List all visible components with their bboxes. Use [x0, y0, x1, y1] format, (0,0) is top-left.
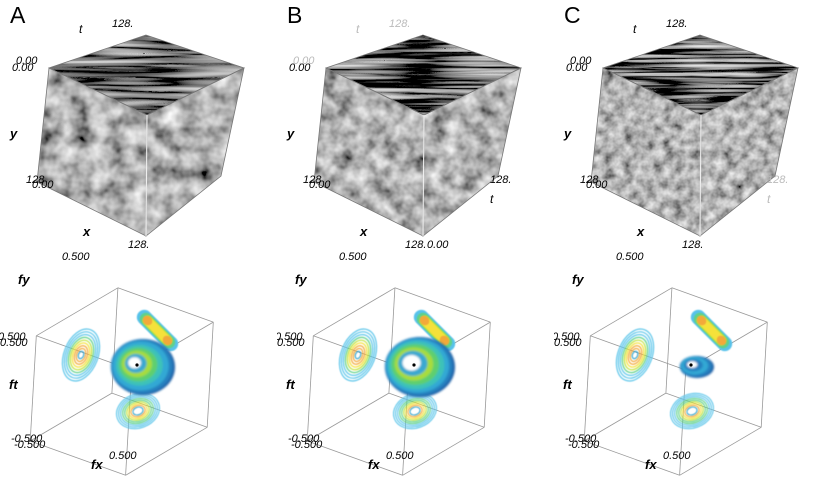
svg-text:128.: 128.: [767, 174, 788, 186]
svg-text:fx: fx: [645, 457, 657, 472]
svg-text:128.: 128.: [389, 18, 410, 30]
svg-text:0.500: 0.500: [386, 450, 414, 462]
svg-text:128.: 128.: [490, 174, 511, 186]
svg-text:128.: 128.: [405, 239, 426, 250]
svg-text:ft: ft: [563, 377, 572, 392]
svg-text:x: x: [82, 224, 91, 239]
svg-text:128.: 128.: [682, 239, 703, 250]
svg-text:fy: fy: [18, 272, 30, 287]
svg-text:y: y: [563, 126, 572, 141]
svg-text:t: t: [767, 192, 771, 206]
svg-text:t: t: [79, 22, 83, 36]
svg-text:0.500: 0.500: [339, 251, 367, 263]
svg-text:x: x: [636, 224, 645, 239]
svg-text:0.500: 0.500: [109, 450, 137, 462]
svg-text:128.: 128.: [112, 18, 133, 30]
svg-text:0.500: 0.500: [277, 337, 305, 349]
svg-text:0.00: 0.00: [289, 62, 311, 74]
svg-text:0.00: 0.00: [309, 179, 331, 191]
svg-text:-0.500: -0.500: [568, 439, 600, 451]
svg-text:ft: ft: [9, 377, 18, 392]
svg-text:fy: fy: [295, 272, 307, 287]
svg-text:fy: fy: [572, 272, 584, 287]
svg-text:x: x: [359, 224, 368, 239]
svg-text:t: t: [356, 22, 360, 36]
svg-text:0.500: 0.500: [0, 337, 28, 349]
svg-text:0.500: 0.500: [554, 337, 582, 349]
svg-text:-0.500: -0.500: [14, 439, 46, 451]
svg-text:y: y: [286, 126, 295, 141]
svg-text:0.00: 0.00: [566, 62, 588, 74]
svg-text:0.500: 0.500: [663, 450, 691, 462]
svg-text:fx: fx: [368, 457, 380, 472]
svg-text:0.00: 0.00: [12, 62, 34, 74]
svg-text:ft: ft: [286, 377, 295, 392]
svg-text:0.500: 0.500: [616, 251, 644, 263]
svg-text:0.00: 0.00: [427, 239, 449, 250]
svg-text:128.: 128.: [128, 239, 149, 250]
svg-text:0.00: 0.00: [586, 179, 608, 191]
svg-text:t: t: [490, 192, 494, 206]
svg-text:-0.500: -0.500: [291, 439, 323, 451]
svg-text:0.500: 0.500: [62, 251, 90, 263]
svg-text:128.: 128.: [666, 18, 687, 30]
svg-text:0.00: 0.00: [32, 179, 54, 191]
svg-text:fx: fx: [91, 457, 103, 472]
svg-text:y: y: [9, 126, 18, 141]
svg-text:t: t: [633, 22, 637, 36]
